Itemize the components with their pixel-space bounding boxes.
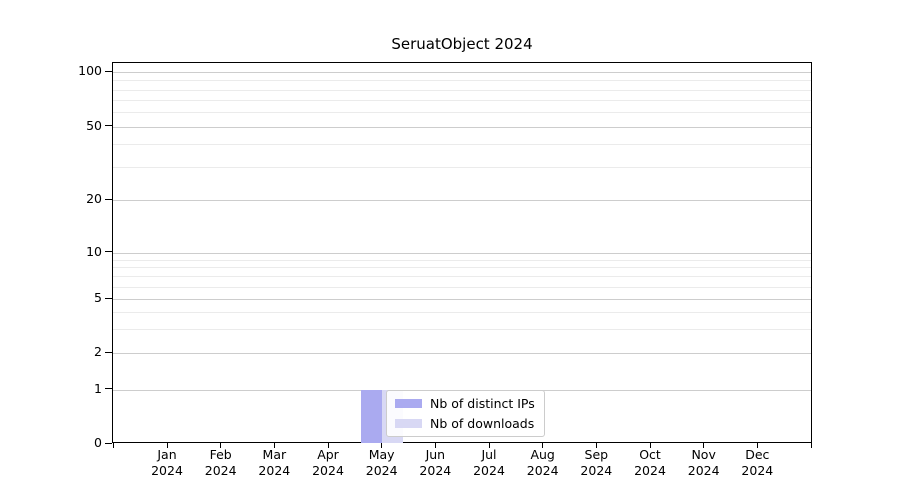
gridline-major	[113, 72, 811, 73]
gridline-minor	[113, 267, 811, 269]
y-tick-label: 50	[86, 117, 102, 133]
x-tick-mark	[273, 443, 276, 448]
legend-label: Nb of downloads	[430, 416, 535, 431]
y-tick-mark	[105, 125, 112, 127]
x-tick-mark	[488, 443, 490, 448]
x-tick-label: Jan 2024	[151, 447, 183, 478]
x-tick-mark-edge	[112, 443, 115, 448]
gridline-minor	[113, 276, 811, 278]
y-tick-mark	[105, 442, 112, 444]
y-tick-mark	[105, 388, 112, 390]
bar-layer	[113, 63, 811, 443]
legend-item: Nb of downloads	[395, 416, 535, 431]
gridline-major	[113, 200, 811, 201]
legend-label: Nb of distinct IPs	[430, 396, 535, 411]
gridline-major	[113, 353, 811, 354]
y-tick-label: 1	[94, 380, 102, 396]
legend: Nb of distinct IPs Nb of downloads	[386, 390, 545, 437]
x-tick-mark	[703, 443, 705, 448]
legend-swatch-icon	[395, 419, 422, 428]
gridline-minor	[113, 329, 811, 331]
gridline-major	[113, 299, 811, 300]
x-tick-label: Sep 2024	[580, 447, 613, 478]
plot-area	[112, 62, 812, 443]
x-tick-mark-edge	[811, 443, 813, 448]
legend-item: Nb of distinct IPs	[395, 396, 535, 411]
gridline-minor	[113, 100, 811, 102]
x-tick-label: Jul 2024	[473, 447, 505, 478]
x-tick-label: Feb 2024	[204, 447, 237, 478]
chart-title: SeruatObject 2024	[391, 35, 533, 53]
gridline-minor	[113, 286, 811, 288]
legend-swatch-icon	[395, 399, 422, 408]
y-tick-label: 5	[94, 290, 102, 305]
x-tick-label: Jun 2024	[419, 447, 452, 478]
x-tick-mark	[381, 443, 383, 448]
bar-distinct-ips	[361, 389, 383, 443]
x-tick-mark	[649, 443, 651, 448]
y-tick-label: 0	[94, 435, 102, 450]
y-tick-mark	[105, 351, 112, 353]
x-tick-mark	[327, 443, 329, 448]
gridline-minor	[113, 112, 811, 114]
gridline-minor	[113, 259, 811, 261]
x-tick-label: Mar 2024	[258, 447, 291, 478]
y-tick-label: 20	[86, 191, 102, 206]
x-tick-label: Nov 2024	[687, 447, 720, 478]
y-tick-label: 10	[86, 243, 102, 259]
y-tick-mark	[105, 297, 112, 299]
x-tick-label: Apr 2024	[312, 447, 344, 478]
gridline-minor	[113, 167, 811, 169]
x-tick-label: May 2024	[365, 447, 398, 478]
y-tick-mark	[105, 70, 112, 72]
y-tick-mark	[105, 251, 112, 253]
gridline-major	[113, 252, 811, 254]
y-tick-mark	[105, 198, 112, 200]
y-tick-label: 2	[94, 344, 102, 359]
x-tick-label: Oct 2024	[634, 447, 666, 478]
x-tick-mark	[595, 443, 598, 448]
x-tick-mark	[756, 443, 759, 448]
x-tick-label: Aug 2024	[526, 447, 559, 478]
gridline-minor	[113, 89, 811, 91]
x-tick-mark	[434, 443, 437, 448]
gridline-minor	[113, 80, 811, 82]
gridline-major	[113, 126, 811, 128]
x-tick-mark	[220, 443, 222, 448]
x-tick-label: Dec 2024	[741, 447, 774, 478]
gridline-minor	[113, 144, 811, 146]
gridline-minor	[113, 312, 811, 314]
x-tick-mark	[166, 443, 168, 448]
x-tick-mark	[542, 443, 544, 448]
y-tick-label: 100	[78, 63, 102, 78]
